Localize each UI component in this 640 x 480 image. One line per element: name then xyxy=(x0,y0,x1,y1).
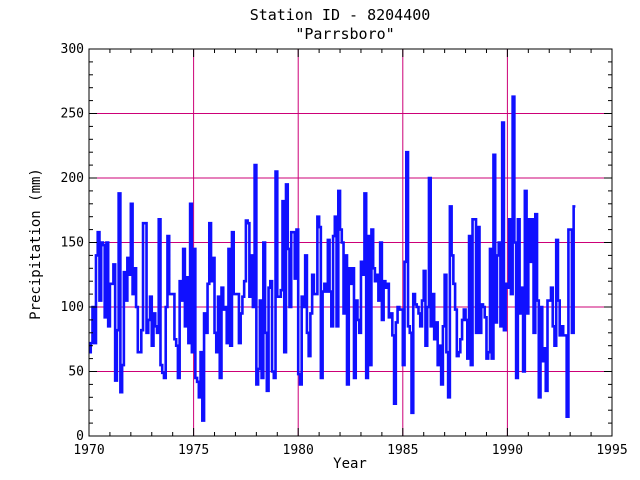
chart-title: Station ID - 8204400 xyxy=(250,6,431,24)
y-tick-label: 200 xyxy=(61,171,84,186)
data-series xyxy=(89,95,576,422)
x-axis-label: Year xyxy=(333,456,367,472)
chart-subtitle: "Parrsboro" xyxy=(295,25,394,43)
y-axis-label: Precipitation (mm) xyxy=(28,168,44,320)
y-tick-label: 300 xyxy=(61,42,84,57)
x-tick-label: 1995 xyxy=(596,443,627,458)
x-tick-label: 1985 xyxy=(387,443,418,458)
y-tick-label: 150 xyxy=(61,236,84,251)
grid xyxy=(89,49,612,436)
y-tick-label: 50 xyxy=(68,365,84,380)
x-tick-label: 1980 xyxy=(283,443,314,458)
axis-ticks: 0 50 100 150 200 250 300 1970 1975 1980 1985 1990 19… xyxy=(61,42,628,458)
x-tick-label: 1975 xyxy=(178,443,209,458)
y-tick-label: 250 xyxy=(61,107,84,122)
x-tick-label: 1970 xyxy=(73,443,104,458)
y-tick-label: 0 xyxy=(76,429,84,444)
y-tick-label: 100 xyxy=(61,300,84,315)
series-line xyxy=(89,95,576,422)
x-tick-label: 1990 xyxy=(492,443,523,458)
